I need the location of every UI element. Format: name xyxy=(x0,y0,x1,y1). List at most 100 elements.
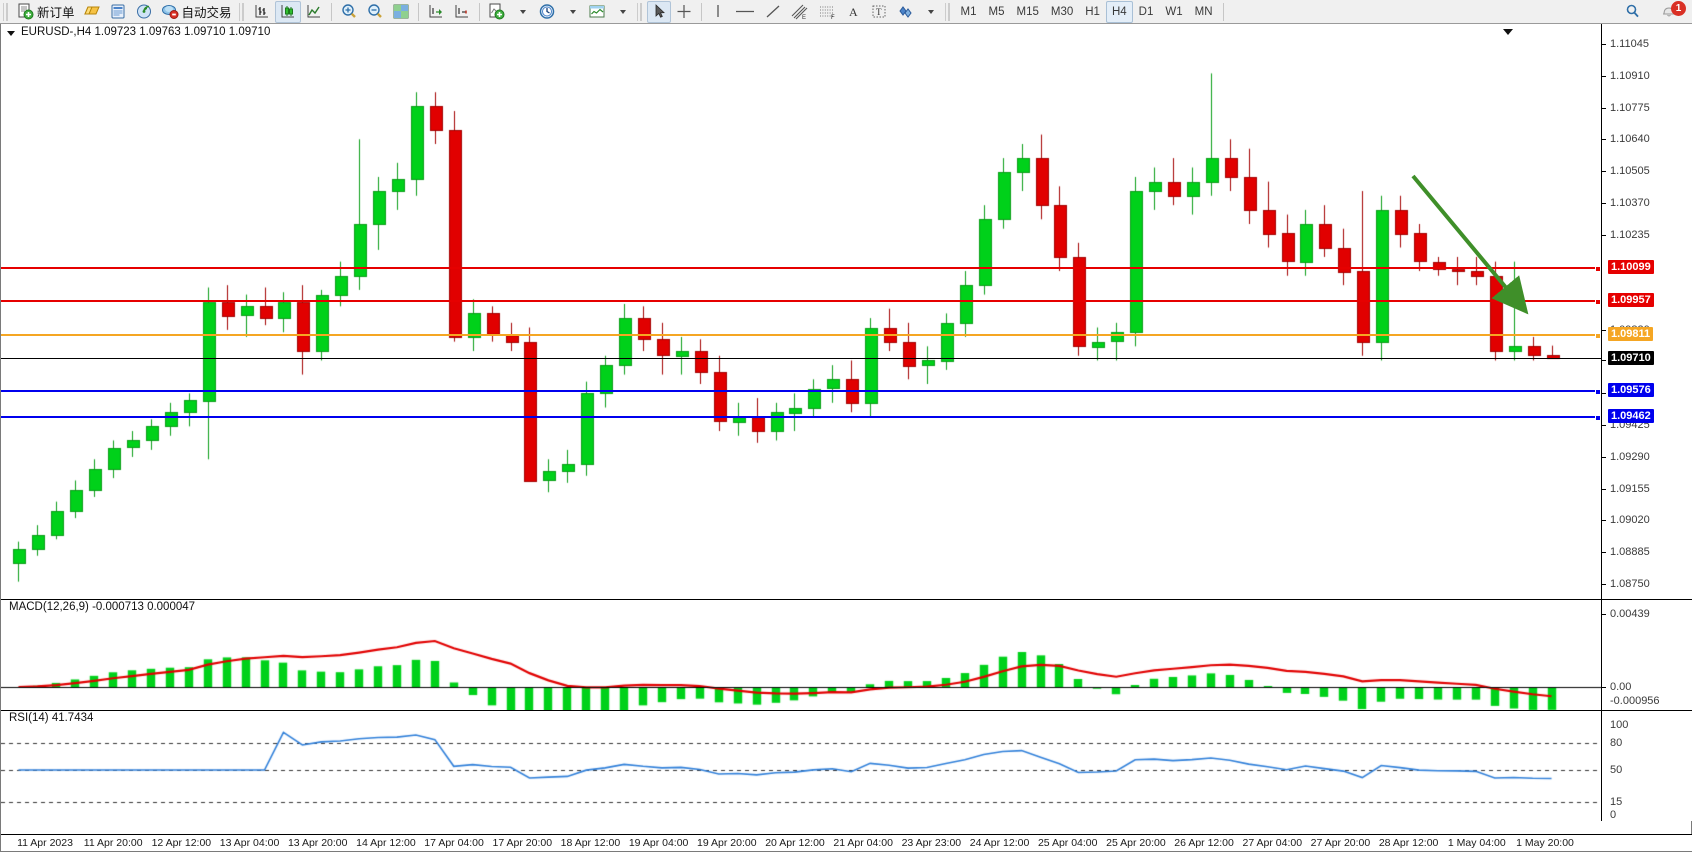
rsi-tick-label: 0 xyxy=(1610,809,1617,821)
level-handle[interactable] xyxy=(1595,265,1601,272)
timeframe-button-w1[interactable]: W1 xyxy=(1159,1,1188,23)
level-line-current-price[interactable] xyxy=(1,358,1601,360)
level-line-resistance-2[interactable] xyxy=(1,299,1601,305)
timeframe-button-h1[interactable]: H1 xyxy=(1079,1,1106,23)
level-line-resistance-1[interactable] xyxy=(1,265,1601,272)
scroll-to-end-arrow-icon[interactable] xyxy=(1503,29,1513,35)
price-tag-1.10099[interactable]: 1.10099 xyxy=(1608,259,1654,274)
line-chart-button[interactable] xyxy=(301,1,327,23)
time-axis[interactable]: 11 Apr 2023 11 Apr 20:00 12 Apr 12:00 13 Ap… xyxy=(1,834,1692,851)
rsi-canvas[interactable] xyxy=(1,711,1601,821)
shapes-button[interactable] xyxy=(892,1,918,23)
equidistant-channel-button[interactable]: E xyxy=(786,1,814,23)
toolbar-grip-charts[interactable] xyxy=(238,2,246,21)
level-line-support-1[interactable] xyxy=(1,388,1601,395)
time-axis-label: 21 Apr 04:00 xyxy=(833,837,893,849)
accounts-button[interactable] xyxy=(79,1,105,23)
level-line-support-2[interactable] xyxy=(1,415,1601,422)
timeframe-button-m5[interactable]: M5 xyxy=(983,1,1011,23)
period-dropdown[interactable] xyxy=(560,1,584,23)
zoom-in-button[interactable] xyxy=(336,1,362,23)
level-handle[interactable] xyxy=(1595,333,1601,340)
toolbar-grip[interactable] xyxy=(3,2,10,21)
bar-chart-button[interactable] xyxy=(249,1,275,23)
rsi-tick-label: 100 xyxy=(1610,719,1629,731)
price-tag-1.09957[interactable]: 1.09957 xyxy=(1608,293,1654,307)
templates-dropdown[interactable] xyxy=(610,1,634,23)
price-scale[interactable]: 1.11045 1.10910 1.10775 1.10640 1.10505 1.103… xyxy=(1601,24,1692,599)
price-tick-label: 1.11045 xyxy=(1610,38,1649,50)
crosshair-button[interactable] xyxy=(671,1,697,23)
timeframe-button-m15[interactable]: M15 xyxy=(1011,1,1045,23)
timeframe-button-d1[interactable]: D1 xyxy=(1133,1,1160,23)
timeframe-label: W1 xyxy=(1165,5,1183,18)
price-panel[interactable]: EURUSD-,H4 1.09723 1.09763 1.09710 1.097… xyxy=(1,24,1692,600)
time-axis-label: 14 Apr 12:00 xyxy=(356,837,416,849)
new-order-button[interactable]: 新订单 xyxy=(13,1,79,23)
auto-scroll-button[interactable] xyxy=(423,1,449,23)
timeframe-button-m1[interactable]: M1 xyxy=(955,1,983,23)
macd-canvas[interactable] xyxy=(1,600,1601,710)
macd-scale[interactable]: 0.00439 0.00 -0.000956 xyxy=(1601,600,1692,710)
chart-window[interactable]: EURUSD-,H4 1.09723 1.09763 1.09710 1.097… xyxy=(0,24,1692,852)
rsi-panel[interactable]: RSI(14) 41.7434 100 80 50 15 0 xyxy=(1,711,1692,821)
level-handle[interactable] xyxy=(1595,299,1601,305)
price-tag-1.09811[interactable]: 1.09811 xyxy=(1608,327,1654,342)
rsi-scale[interactable]: 100 80 50 15 0 xyxy=(1601,711,1692,821)
zoom-out-button[interactable] xyxy=(362,1,388,23)
macd-tick xyxy=(1602,614,1606,615)
text-button[interactable]: A xyxy=(842,1,866,23)
data-window-button[interactable] xyxy=(388,1,414,23)
price-chart-canvas[interactable] xyxy=(1,24,1601,599)
time-axis-label: 23 Apr 23:00 xyxy=(901,837,962,849)
timeframe-button-m30[interactable]: M30 xyxy=(1045,1,1079,23)
timeframe-button-h4[interactable]: H4 xyxy=(1105,0,1133,23)
cursor-arrow-icon xyxy=(655,4,665,18)
vertical-line-icon xyxy=(716,5,719,17)
notifications-button[interactable]: 1 xyxy=(1656,0,1686,23)
text-label-button[interactable]: T xyxy=(866,1,892,23)
level-line-pivot[interactable] xyxy=(1,333,1601,340)
price-tick xyxy=(1602,171,1606,173)
chart-shift-button[interactable] xyxy=(449,1,475,23)
autotrading-button[interactable]: 自动交易 xyxy=(157,1,236,23)
terminal-blue-icon xyxy=(111,4,125,19)
add-indicator-button[interactable] xyxy=(484,1,510,23)
toolbar-grip-timeframes[interactable] xyxy=(944,2,952,21)
terminal-button[interactable] xyxy=(105,1,131,23)
price-tick-label: 1.10370 xyxy=(1610,196,1650,209)
price-tick xyxy=(1602,456,1606,458)
add-indicator-dropdown[interactable] xyxy=(510,1,534,23)
macd-panel[interactable]: MACD(12,26,9) -0.000713 0.000047 0.00439… xyxy=(1,600,1692,711)
vertical-line-button[interactable] xyxy=(706,1,730,23)
search-button[interactable] xyxy=(1620,1,1646,23)
level-handle[interactable] xyxy=(1595,415,1601,422)
candlestick-chart-icon xyxy=(281,5,294,18)
timeframe-label: M30 xyxy=(1050,5,1074,18)
cursor-button[interactable] xyxy=(646,0,671,23)
chevron-down-icon xyxy=(520,9,527,14)
price-tag-1.09576[interactable]: 1.09576 xyxy=(1608,382,1654,397)
price-tag-1.09462[interactable]: 1.09462 xyxy=(1608,409,1654,424)
horizontal-line-button[interactable] xyxy=(730,1,760,23)
signals-button[interactable] xyxy=(131,1,157,23)
toolbar-grip-lines[interactable] xyxy=(636,2,644,21)
timeframe-label: H4 xyxy=(1111,5,1127,18)
templates-button[interactable] xyxy=(584,1,610,23)
price-tick xyxy=(1602,552,1606,554)
time-axis-label: 26 Apr 12:00 xyxy=(1174,837,1234,849)
timeframe-label: M1 xyxy=(960,5,977,18)
trendline-button[interactable] xyxy=(760,1,786,23)
timeframe-button-mn[interactable]: MN xyxy=(1189,1,1219,23)
zoom-in-icon xyxy=(341,4,356,18)
period-button[interactable] xyxy=(534,1,560,23)
price-tick xyxy=(1602,44,1606,45)
price-tag-1.09710[interactable]: 1.09710 xyxy=(1608,351,1654,366)
collapse-arrow-icon[interactable] xyxy=(7,31,15,36)
candlestick-chart-button[interactable] xyxy=(274,0,301,23)
fibonacci-button[interactable]: F xyxy=(814,1,842,23)
toolbar-separator-5 xyxy=(1222,2,1224,21)
time-axis-label: 17 Apr 04:00 xyxy=(424,837,484,849)
shapes-dropdown[interactable] xyxy=(918,1,942,23)
level-handle[interactable] xyxy=(1595,388,1601,395)
